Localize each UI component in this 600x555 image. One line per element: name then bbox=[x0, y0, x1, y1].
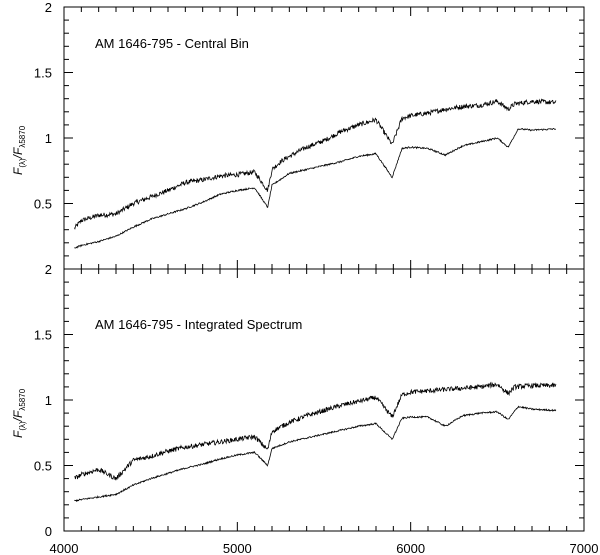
bottom-spectrum-series-2 bbox=[74, 405, 557, 503]
bottom-y-tick-label: 0.5 bbox=[34, 459, 52, 474]
top-spectrum-series-2 bbox=[74, 127, 557, 249]
bottom-x-tick-label: 4000 bbox=[50, 541, 79, 555]
bottom-x-tick-label: 5000 bbox=[223, 541, 252, 555]
top-ylabel-sep: /F bbox=[11, 147, 25, 159]
top-spectrum-series-1 bbox=[74, 98, 557, 230]
bottom-x-tick-label: 6000 bbox=[396, 541, 425, 555]
svg-text:F(λ)/Fλ5870: F(λ)/Fλ5870 bbox=[11, 388, 27, 438]
bottom-y-axis-label: F(λ)/Fλ5870 bbox=[11, 388, 27, 438]
svg-text:F(λ)/Fλ5870: F(λ)/Fλ5870 bbox=[11, 125, 27, 175]
top-panel-spectra bbox=[74, 98, 557, 249]
top-y-tick-label: 2 bbox=[45, 0, 52, 15]
top-y-axis-label: F(λ)/Fλ5870 bbox=[11, 125, 27, 175]
top-ylabel-main: F bbox=[11, 167, 25, 175]
bottom-ylabel-main: F bbox=[11, 430, 25, 438]
bottom-ylabel-sub2: λ5870 bbox=[18, 388, 27, 410]
bottom-x-tick-label: 7000 bbox=[570, 541, 599, 555]
bottom-panel-spectra bbox=[74, 381, 557, 503]
axis-ticks bbox=[63, 6, 585, 532]
axis-tick-labels: 0.5 1 1.5 2 0 0.5 1 1.5 2 4000 5000 6000 7000 bbox=[34, 0, 599, 555]
top-y-tick-label: 1 bbox=[45, 131, 52, 146]
top-ylabel-sub2: λ5870 bbox=[18, 125, 27, 147]
bottom-ylabel-sep: /F bbox=[11, 410, 25, 422]
top-ylabel-sub1: (λ) bbox=[18, 158, 27, 168]
bottom-y-tick-label: 0 bbox=[45, 524, 52, 539]
bottom-ylabel-sub1: (λ) bbox=[18, 421, 27, 431]
top-y-tick-label: 0.5 bbox=[34, 197, 52, 212]
bottom-panel-title: AM 1646-795 - Integrated Spectrum bbox=[95, 317, 302, 332]
bottom-y-tick-label: 1.5 bbox=[34, 328, 52, 343]
top-panel-title: AM 1646-795 - Central Bin bbox=[95, 36, 249, 51]
bottom-panel-frame bbox=[63, 268, 585, 532]
bottom-spectrum-series-1 bbox=[74, 381, 557, 481]
top-y-tick-label: 1.5 bbox=[34, 66, 52, 81]
bottom-y-tick-label: 2 bbox=[45, 262, 52, 277]
bottom-y-tick-label: 1 bbox=[45, 393, 52, 408]
